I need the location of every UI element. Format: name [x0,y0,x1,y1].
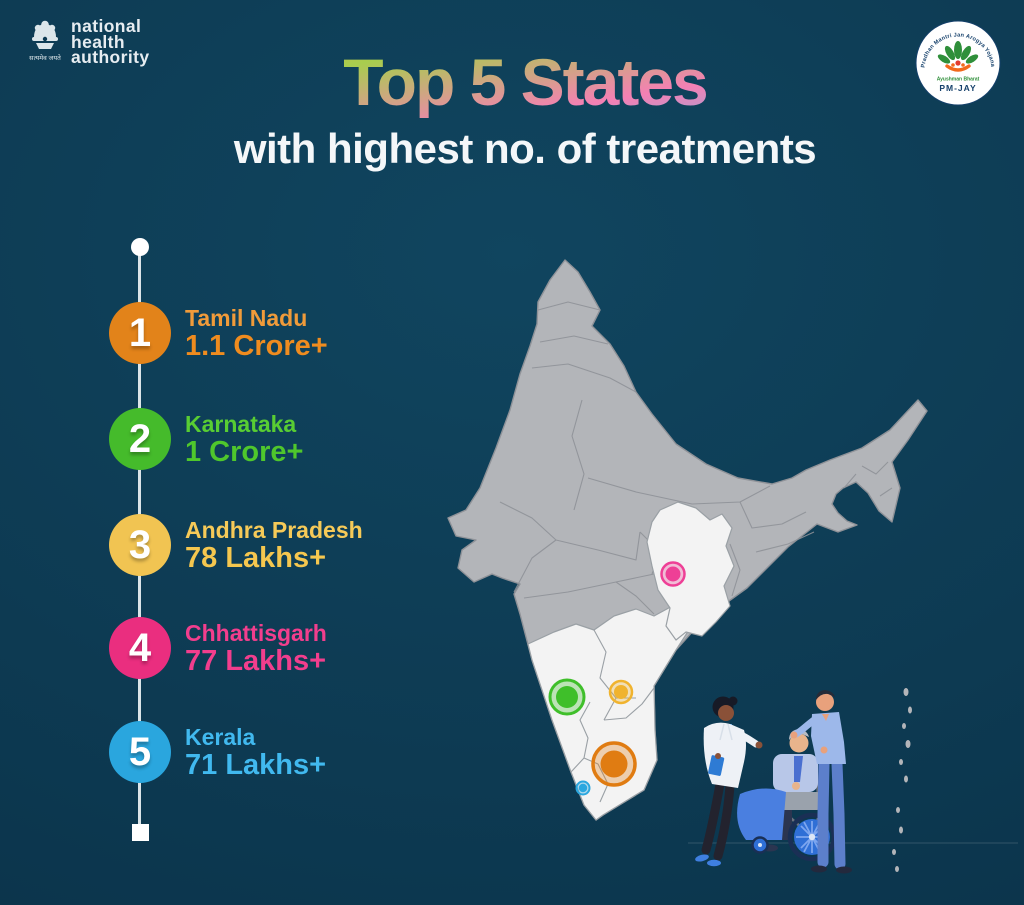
highlight-south-borders [570,629,655,803]
rank-3-number: 3 [128,522,152,567]
rank-1-badge: 1 [109,302,171,364]
rank-1-number: 1 [128,310,152,355]
state-name: Chhattisgarh [185,619,327,646]
state-value: 1 Crore+ [185,435,304,468]
rank-5-badge: 5 [109,721,171,783]
nha-line1: national [71,16,142,36]
rank-4-badge: 4 [109,617,171,679]
state-value: 77 Lakhs+ [185,644,327,677]
nha-logo-text: national health authority [71,16,149,66]
islands [892,688,912,872]
rank-3-badge: 3 [109,514,171,576]
nha-motto: सत्यमेव जयते [29,54,61,62]
rank-5-number: 5 [128,729,152,774]
state-name: Kerala [185,723,256,750]
state-value: 71 Lakhs+ [185,748,327,781]
rank-2-number: 2 [128,416,152,461]
highlight-chhattisgarh [646,501,735,641]
rank-2-badge: 2 [109,408,171,470]
india-emblem-icon: सत्यमेव जयते [29,20,61,62]
rank-4-number: 4 [128,625,152,670]
timeline-end-square [132,824,149,841]
rank-item-kerala: 5 Kerala 71 Lakhs+ [109,721,326,783]
pmjay-leaf-icon [937,41,979,72]
pmjay-logo: Pradhan Mantri Jan Arogya Yojana Ayushma… [915,20,1001,106]
highlight-south-states [527,603,699,821]
state-value: 78 Lakhs+ [185,541,327,574]
marker-karnataka [548,678,586,716]
pmjay-abbr-text: PM-JAY [939,83,976,93]
illustration-healthcare [695,690,852,874]
timeline-start-dot [131,238,149,256]
page-subtitle: with highest no. of treatments [233,125,817,172]
nha-line3: authority [71,49,149,66]
state-name: Tamil Nadu [185,304,308,331]
marker-chhattisgarh [660,561,686,587]
marker-kerala [575,780,591,796]
nha-logo: सत्यमेव जयते national health authority [26,15,149,73]
marker-tamil-nadu [591,741,637,787]
nha-line2: health [71,31,125,52]
state-name: Karnataka [185,410,297,437]
rank-item-chhattisgarh: 4 Chhattisgarh 77 Lakhs+ [109,617,327,679]
rank-item-andhra-pradesh: 3 Andhra Pradesh 78 Lakhs+ [109,514,363,576]
rank-item-tamil-nadu: 1 Tamil Nadu 1.1 Crore+ [109,302,328,364]
ground-line [688,842,1018,844]
page-title: Top 5 States [0,46,1024,118]
india-map [447,259,928,872]
rank-item-karnataka: 2 Karnataka 1 Crore+ [109,408,303,470]
marker-andhra-pradesh [608,679,634,705]
state-name: Andhra Pradesh [185,516,363,543]
illustration-doctor [695,696,763,867]
illustration-attendant [790,690,852,874]
pmjay-program-text: Ayushman Bharat [937,77,980,83]
state-value: 1.1 Crore+ [185,329,328,362]
